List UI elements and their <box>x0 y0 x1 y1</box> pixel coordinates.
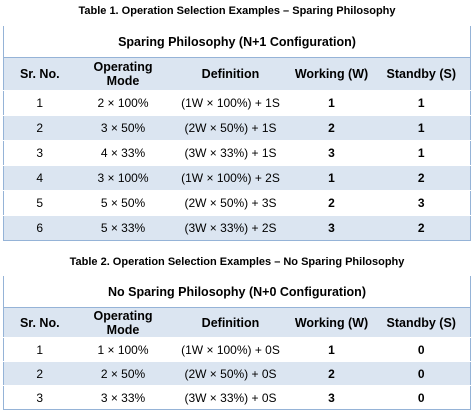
table-cell: 1 × 100% <box>75 337 171 362</box>
table-title: No Sparing Philosophy (N+0 Configuration… <box>3 275 471 308</box>
table-cell: (1W × 100%) + 0S <box>170 337 291 362</box>
title-row: Sparing Philosophy (N+1 Configuration) <box>3 25 471 58</box>
header-row: Sr. No. Operating Mode Definition Working (… <box>3 307 471 338</box>
table-cell: 1 <box>290 165 373 191</box>
header-row: Sr. No. Operating Mode Definition Working (… <box>3 57 471 91</box>
table-cell: 2 <box>290 190 373 216</box>
column-header: Standby (S) <box>372 307 471 338</box>
data-table: No Sparing Philosophy (N+0 Configuration… <box>3 275 471 410</box>
table-cell: (1W × 100%) + 2S <box>170 165 291 191</box>
column-header: Working (W) <box>290 57 373 91</box>
table-cell: 2 <box>3 115 76 141</box>
table-caption: Table 2. Operation Selection Examples – … <box>69 256 405 268</box>
table-title: Sparing Philosophy (N+1 Configuration) <box>3 25 471 58</box>
column-header: Working (W) <box>290 307 373 338</box>
column-header: Definition <box>170 57 291 91</box>
table-cell: 5 <box>3 190 76 216</box>
column-header: Sr. No. <box>3 57 76 91</box>
table-cell: 3 × 33% <box>75 385 171 410</box>
table-cell: (3W × 33%) + 0S <box>170 385 291 410</box>
table-cell: 1 <box>372 140 471 166</box>
table-cell: 2 <box>372 165 471 191</box>
table-cell: (2W × 50%) + 1S <box>170 115 291 141</box>
table-cell: 3 <box>3 385 76 410</box>
table-cell: 4 <box>3 165 76 191</box>
table-cell: (2W × 50%) + 3S <box>170 190 291 216</box>
column-header: Definition <box>170 307 291 338</box>
table-cell: 1 <box>290 90 373 116</box>
table-cell: 0 <box>372 385 471 410</box>
table-cell: 1 <box>372 90 471 116</box>
table-cell: 2 × 100% <box>75 90 171 116</box>
table-caption: Table 1. Operation Selection Examples – … <box>78 5 396 17</box>
table-cell: 2 <box>372 215 471 241</box>
column-header: Operating Mode <box>75 307 171 338</box>
table-cell: 3 × 100% <box>75 165 171 191</box>
table-cell: 6 <box>3 215 76 241</box>
data-table: Sparing Philosophy (N+1 Configuration) Sr… <box>3 25 472 241</box>
table-cell: 2 × 50% <box>75 361 171 386</box>
table-cell: 1 <box>3 337 76 362</box>
table-cell: 3 <box>290 385 373 410</box>
table-cell: 4 × 33% <box>75 140 171 166</box>
table-cell: 3 <box>290 140 373 166</box>
table-cell: 1 <box>290 337 373 362</box>
table-cell: 3 <box>290 215 373 241</box>
table-cell: 1 <box>3 90 76 116</box>
table-cell: 5 × 33% <box>75 215 171 241</box>
table-cell: 2 <box>3 361 76 386</box>
column-header: Standby (S) <box>372 57 471 91</box>
table-cell: 3 <box>3 140 76 166</box>
table-cell: 3 <box>372 190 471 216</box>
table-cell: 0 <box>372 361 471 386</box>
column-header: Operating Mode <box>75 57 171 91</box>
table-cell: (2W × 50%) + 0S <box>170 361 291 386</box>
table-cell: 5 × 50% <box>75 190 171 216</box>
column-header: Sr. No. <box>3 307 76 338</box>
title-row: No Sparing Philosophy (N+0 Configuration… <box>3 275 471 308</box>
table-cell: 0 <box>372 337 471 362</box>
table-cell: 2 <box>290 361 373 386</box>
table-cell: 2 <box>290 115 373 141</box>
table-cell: 3 × 50% <box>75 115 171 141</box>
table-cell: (1W × 100%) + 1S <box>170 90 291 116</box>
table-cell: (3W × 33%) + 1S <box>170 140 291 166</box>
table-cell: (3W × 33%) + 2S <box>170 215 291 241</box>
table-cell: 1 <box>372 115 471 141</box>
